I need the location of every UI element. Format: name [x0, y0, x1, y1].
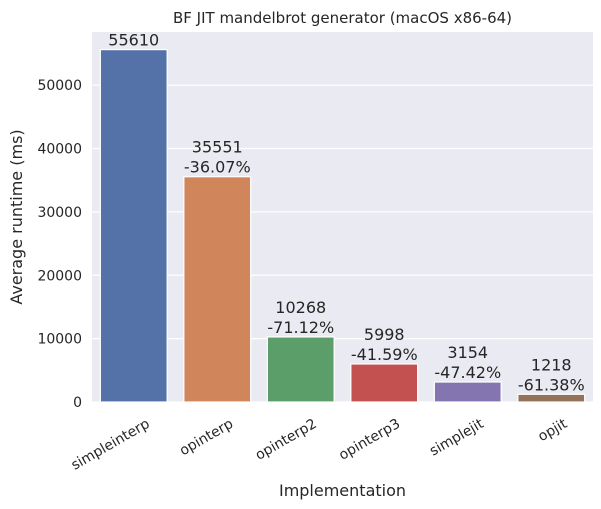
y-tick-label: 0 — [73, 395, 82, 411]
gridlines — [92, 84, 593, 403]
bar-simpleinterp — [99, 49, 168, 403]
bar-opinterp — [183, 176, 252, 403]
value-label: 3154 — [447, 343, 488, 362]
bar-opjit — [517, 393, 586, 403]
plot-area — [92, 32, 593, 402]
data-labels: 55610 35551-36.07% 10268-71.12% 5998-41.59%… — [108, 31, 584, 395]
y-tick-label: 40000 — [37, 142, 82, 158]
x-tick-label: opinterp3 — [336, 416, 403, 464]
change-label: -47.42% — [434, 363, 501, 382]
change-label: -61.38% — [518, 375, 585, 394]
change-label: -71.12% — [267, 318, 334, 337]
change-label: -41.59% — [351, 345, 418, 364]
x-tick-label: simpleinterp — [69, 416, 153, 474]
value-label: 5998 — [364, 325, 405, 344]
x-tick-label: opjit — [535, 416, 570, 445]
y-axis-label: Average runtime (ms) — [7, 129, 26, 304]
value-label: 1218 — [531, 355, 572, 374]
bars — [99, 49, 586, 403]
y-axis-ticks: 0 10000 20000 30000 40000 50000 — [37, 78, 82, 411]
x-axis-ticks: simpleinterp opinterp opinterp2 opinterp3 si… — [69, 416, 571, 474]
bar-opinterp2 — [266, 336, 335, 403]
y-tick-label: 50000 — [37, 78, 82, 94]
change-label: -36.07% — [184, 158, 251, 177]
value-label: 55610 — [108, 31, 159, 50]
x-axis-label: Implementation — [279, 481, 406, 500]
y-tick-label: 10000 — [37, 332, 82, 348]
x-tick-label: opinterp — [177, 416, 236, 459]
bar-opinterp3 — [350, 363, 419, 403]
value-label: 35551 — [192, 138, 243, 157]
bar-simplejit — [433, 381, 502, 403]
y-tick-label: 30000 — [37, 205, 82, 221]
y-tick-label: 20000 — [37, 268, 82, 284]
x-tick-label: opinterp2 — [253, 416, 320, 464]
x-tick-label: simplejit — [427, 416, 487, 460]
chart-title: BF JIT mandelbrot generator (macOS x86-6… — [173, 9, 512, 27]
value-label: 10268 — [275, 298, 326, 317]
